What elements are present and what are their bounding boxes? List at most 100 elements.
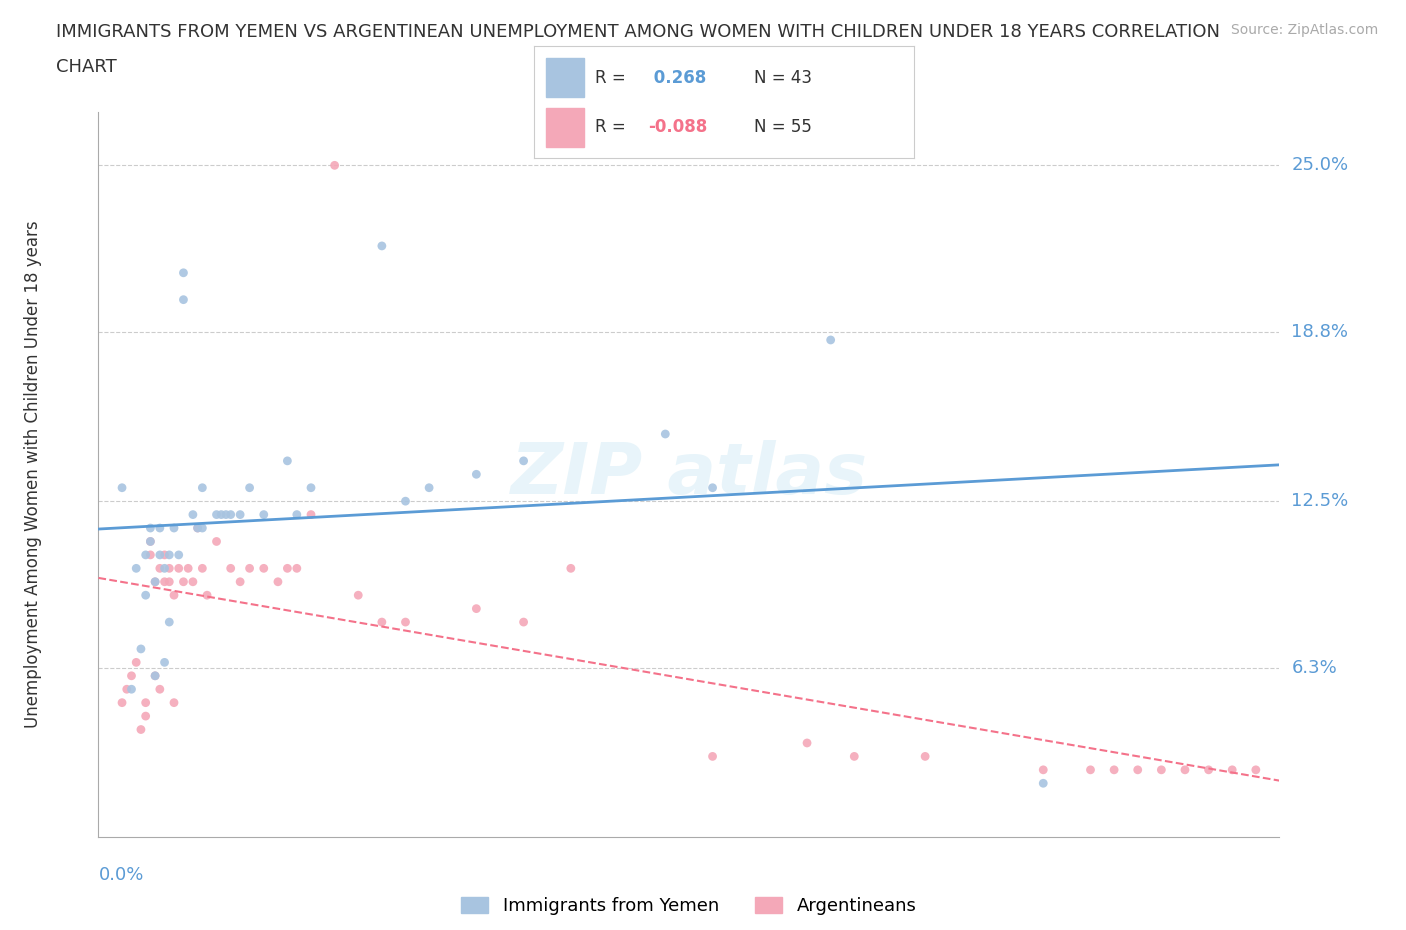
Point — [1032, 763, 1054, 777]
Point — [560, 561, 582, 576]
Text: -0.088: -0.088 — [648, 118, 707, 136]
Point — [1102, 763, 1125, 777]
Point — [111, 480, 134, 495]
Point — [121, 669, 143, 684]
Point — [844, 749, 866, 764]
Point — [299, 507, 322, 522]
Point — [1080, 763, 1102, 777]
Point — [181, 507, 204, 522]
Point — [323, 158, 346, 173]
Point — [187, 521, 209, 536]
Text: 12.5%: 12.5% — [1291, 492, 1348, 511]
Text: 6.3%: 6.3% — [1291, 658, 1337, 677]
Text: 25.0%: 25.0% — [1291, 156, 1348, 174]
Point — [195, 588, 218, 603]
Point — [371, 238, 394, 253]
Point — [135, 588, 157, 603]
Legend: Immigrants from Yemen, Argentineans: Immigrants from Yemen, Argentineans — [454, 890, 924, 923]
Point — [139, 534, 162, 549]
Text: N = 43: N = 43 — [755, 69, 813, 86]
Point — [205, 534, 228, 549]
Point — [139, 534, 162, 549]
Point — [181, 575, 204, 590]
Point — [167, 561, 190, 576]
Point — [135, 709, 157, 724]
Point — [125, 561, 148, 576]
Point — [125, 655, 148, 670]
Point — [153, 655, 176, 670]
Point — [149, 682, 172, 697]
Point — [702, 480, 724, 495]
Point — [143, 669, 166, 684]
Point — [111, 696, 134, 711]
Text: Source: ZipAtlas.com: Source: ZipAtlas.com — [1230, 23, 1378, 37]
Point — [465, 601, 488, 616]
Text: R =: R = — [595, 118, 631, 136]
Point — [1244, 763, 1267, 777]
Point — [163, 696, 186, 711]
Point — [172, 292, 194, 307]
Point — [172, 575, 194, 590]
Point — [219, 561, 242, 576]
Point — [229, 575, 252, 590]
Point — [1220, 763, 1243, 777]
Point — [143, 575, 166, 590]
Point — [1126, 763, 1149, 777]
Point — [129, 642, 152, 657]
Point — [253, 561, 276, 576]
Point — [654, 427, 676, 442]
Point — [135, 696, 157, 711]
Point — [143, 575, 166, 590]
Point — [394, 615, 416, 630]
Point — [209, 507, 232, 522]
Point — [253, 507, 276, 522]
Point — [135, 548, 157, 563]
Point — [371, 615, 394, 630]
Point — [121, 682, 143, 697]
Text: 18.8%: 18.8% — [1291, 323, 1348, 341]
Bar — [546, 58, 583, 97]
Point — [1032, 776, 1054, 790]
Point — [153, 575, 176, 590]
Point — [796, 736, 818, 751]
Point — [239, 561, 262, 576]
Point — [1198, 763, 1220, 777]
Point — [702, 749, 724, 764]
Point — [172, 265, 194, 280]
Bar — [546, 108, 583, 147]
Point — [191, 561, 214, 576]
Point — [219, 507, 242, 522]
Point — [1150, 763, 1173, 777]
Point — [276, 454, 298, 469]
Point — [177, 561, 200, 576]
Point — [276, 561, 298, 576]
Point — [418, 480, 440, 495]
Text: N = 55: N = 55 — [755, 118, 813, 136]
Point — [347, 588, 370, 603]
Point — [512, 615, 534, 630]
Point — [187, 521, 209, 536]
Point — [191, 480, 214, 495]
Text: ZIP atlas: ZIP atlas — [510, 440, 868, 509]
Point — [285, 561, 308, 576]
Text: Unemployment Among Women with Children Under 18 years: Unemployment Among Women with Children U… — [24, 220, 42, 728]
Point — [149, 561, 172, 576]
Point — [299, 480, 322, 495]
Text: R =: R = — [595, 69, 631, 86]
Point — [820, 333, 842, 348]
Point — [1174, 763, 1197, 777]
Point — [239, 480, 262, 495]
Point — [157, 575, 180, 590]
Point — [115, 682, 138, 697]
Point — [167, 548, 190, 563]
Text: 0.268: 0.268 — [648, 69, 706, 86]
Point — [914, 749, 936, 764]
Text: 0.0%: 0.0% — [98, 866, 143, 884]
Point — [153, 561, 176, 576]
Point — [465, 467, 488, 482]
Point — [163, 588, 186, 603]
Point — [512, 454, 534, 469]
Point — [205, 507, 228, 522]
Point — [139, 548, 162, 563]
Point — [215, 507, 238, 522]
